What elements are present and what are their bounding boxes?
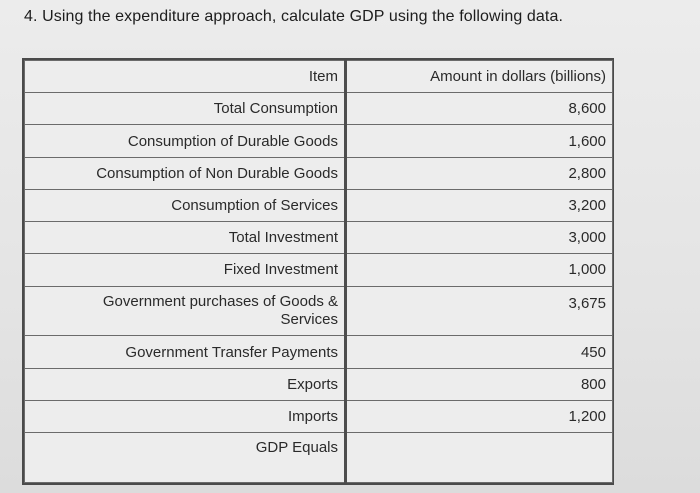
table-row: Consumption of Durable Goods 1,600 <box>24 124 613 158</box>
row-amount: 3,000 <box>345 221 613 255</box>
row-item-label: Government purchases of Goods & Services <box>24 285 347 337</box>
expenditure-table: Item Amount in dollars (billions) Total … <box>24 59 613 483</box>
table-row: GDP Equals <box>24 432 613 483</box>
header-amount: Amount in dollars (billions) <box>345 59 613 94</box>
row-amount: 800 <box>345 367 613 401</box>
row-amount: 2,800 <box>345 156 613 190</box>
gdp-answer-cell[interactable] <box>345 432 613 483</box>
table-row: Government Transfer Payments 450 <box>24 335 613 369</box>
row-item-label: Consumption of Durable Goods <box>24 124 347 158</box>
row-item-label: Consumption of Non Durable Goods <box>24 156 347 190</box>
row-item-label: Total Investment <box>24 221 347 255</box>
row-amount: 3,675 <box>345 285 613 337</box>
table-row: Exports 800 <box>24 367 613 401</box>
table-row: Imports 1,200 <box>24 399 613 434</box>
row-item-label-line2: Services <box>280 310 338 328</box>
row-amount: 450 <box>345 335 613 369</box>
row-amount: 8,600 <box>345 92 613 126</box>
row-amount: 3,200 <box>345 188 613 223</box>
table-row: Consumption of Non Durable Goods 2,800 <box>24 156 613 190</box>
row-item-label: Government Transfer Payments <box>24 335 347 369</box>
table-row: Consumption of Services 3,200 <box>24 188 613 223</box>
row-amount: 1,200 <box>345 399 613 434</box>
row-item-label: Exports <box>24 367 347 401</box>
row-item-label: Imports <box>24 399 347 434</box>
gdp-data-table: Item Amount in dollars (billions) Total … <box>22 58 614 485</box>
table-row: Total Investment 3,000 <box>24 221 613 255</box>
row-item-label: Total Consumption <box>24 92 347 126</box>
table-row: Government purchases of Goods & Services… <box>24 285 613 337</box>
row-item-label: GDP Equals <box>24 432 347 483</box>
header-item: Item <box>24 59 347 94</box>
table-row: Total Consumption 8,600 <box>24 92 613 126</box>
row-amount: 1,000 <box>345 253 613 287</box>
row-item-label: Consumption of Services <box>24 188 347 223</box>
row-amount: 1,600 <box>345 124 613 158</box>
table-header-row: Item Amount in dollars (billions) <box>24 59 613 94</box>
table-row: Fixed Investment 1,000 <box>24 253 613 287</box>
question-text: 4. Using the expenditure approach, calcu… <box>24 8 563 25</box>
row-item-label-line1: Government purchases of Goods & <box>102 292 338 310</box>
row-item-label: Fixed Investment <box>24 253 347 287</box>
